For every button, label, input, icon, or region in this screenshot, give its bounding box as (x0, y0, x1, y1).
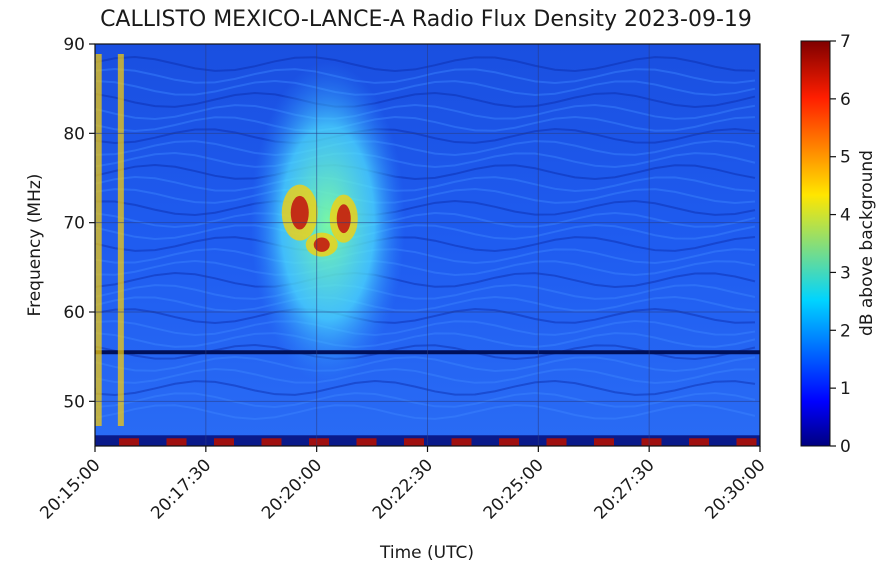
y-tick-label: 90 (63, 35, 85, 55)
texture-line (95, 295, 756, 312)
texture-line (95, 403, 756, 421)
lower-band-block (309, 438, 329, 446)
burst-peak (290, 195, 309, 230)
colorbar-tick-label: 7 (840, 32, 851, 52)
texture-line (95, 199, 756, 216)
vertical-stripe (117, 54, 124, 426)
lower-band-block (451, 438, 472, 446)
spectrogram-area (95, 44, 760, 446)
chart-title: CALLISTO MEXICO-LANCE-A Radio Flux Densi… (100, 7, 752, 32)
texture-line (95, 224, 756, 240)
texture-line (95, 80, 756, 96)
texture-line (95, 355, 756, 373)
colorbar-ticks: 0 1 2 3 4 5 6 7 (830, 32, 851, 457)
vertical-stripe (95, 54, 102, 426)
texture-line (95, 67, 756, 85)
lower-band-block (641, 438, 662, 446)
texture-line (95, 272, 756, 288)
texture-line (95, 163, 756, 181)
x-tick-label: 20:25:00 (480, 455, 548, 523)
lower-band-block (689, 438, 709, 446)
texture-line (95, 284, 756, 300)
x-axis-label: Time (UTC) (379, 543, 474, 563)
texture-line (95, 176, 756, 192)
y-tick-label: 70 (63, 214, 85, 234)
y-tick-label: 80 (63, 124, 85, 144)
y-axis-label: Frequency (MHz) (25, 174, 45, 317)
lower-band-block (119, 438, 139, 446)
texture-line (95, 211, 756, 229)
colorbar-tick-label: 3 (840, 263, 851, 283)
lower-band-block (404, 438, 424, 446)
texture-line (95, 380, 756, 396)
texture-line (95, 188, 756, 204)
colorbar-tick-label: 0 (840, 437, 851, 457)
texture-line (95, 391, 756, 409)
lower-band-block (499, 438, 519, 446)
x-tick-label: 20:17:30 (147, 455, 215, 523)
colorbar (800, 40, 831, 447)
lower-band-block (214, 438, 234, 446)
colorbar-tick-label: 1 (840, 379, 851, 399)
burst-peak (336, 204, 351, 234)
texture-line (95, 248, 756, 265)
texture-line (95, 332, 756, 348)
lower-band-block (356, 438, 377, 446)
texture-line (95, 56, 756, 73)
y-tick-label: 60 (63, 303, 85, 323)
texture-line (95, 368, 756, 384)
lower-band-block (261, 438, 282, 446)
lower-band-block (166, 438, 187, 446)
colorbar-tick-label: 2 (840, 321, 851, 341)
grid-lines (95, 44, 760, 446)
texture-line (95, 92, 756, 108)
texture-line (95, 140, 756, 156)
x-tick-label: 20:15:00 (36, 455, 104, 523)
colorbar-tick-label: 6 (840, 90, 851, 110)
x-tick-label: 20:27:30 (591, 455, 659, 523)
texture-line (95, 236, 756, 252)
texture-line (95, 103, 756, 120)
x-axis: 20:15:00 20:17:30 20:20:00 20:22:30 20:25:00… (36, 446, 770, 524)
texture-line (95, 307, 756, 325)
texture-line (95, 115, 756, 133)
y-tick-label: 50 (63, 392, 85, 412)
colorbar-tick-label: 4 (840, 206, 851, 226)
lower-band-block (594, 438, 614, 446)
lower-band-block (736, 438, 757, 446)
x-tick-label: 20:22:30 (369, 455, 437, 523)
lower-band-block (546, 438, 567, 446)
texture-line (95, 320, 756, 336)
texture-line (95, 152, 756, 169)
burst-peak (313, 237, 330, 252)
texture-line (95, 259, 756, 277)
y-axis: 50 60 70 80 90 (63, 35, 95, 412)
colorbar-label: dB above background (857, 150, 877, 336)
x-tick-label: 20:20:00 (258, 455, 326, 523)
x-tick-label: 20:30:00 (701, 455, 769, 523)
colorbar-tick-label: 5 (840, 148, 851, 168)
